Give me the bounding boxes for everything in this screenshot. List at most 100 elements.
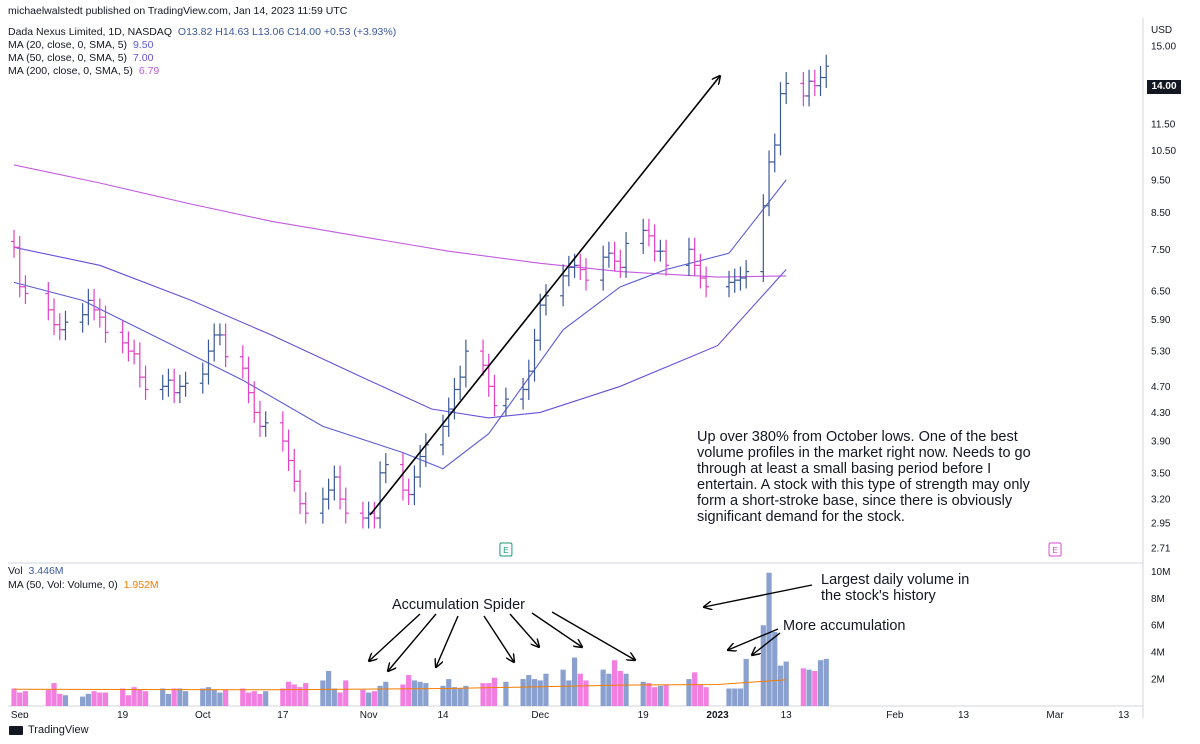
ohlc-bar (691, 237, 698, 276)
footer-bar (0, 718, 1200, 744)
volume-bar (686, 679, 692, 706)
volume-bar (480, 683, 486, 706)
ohlc-bar (663, 239, 670, 276)
ohlc-bar (645, 218, 652, 247)
ohlc-bar (279, 411, 286, 452)
volume-bar (783, 661, 789, 706)
ohlc-bar (182, 371, 189, 397)
ma20-label: MA (20, close, 0, SMA, 5) (8, 39, 128, 51)
ma50-line (13, 246, 787, 419)
price-tick-label: 15.00 (1151, 41, 1176, 52)
price-tick-label: 9.50 (1151, 175, 1171, 186)
volume-bar (566, 680, 572, 706)
volume-bar (697, 684, 703, 706)
volume-bar (526, 675, 532, 706)
volume-bar (491, 677, 498, 706)
tradingview-logo[interactable]: TradingView (9, 724, 89, 736)
ohlc-bar (726, 270, 732, 298)
volume-bar (800, 668, 806, 706)
volume-bar (806, 669, 812, 706)
legend-volume[interactable]: Vol 3.446M (8, 565, 64, 577)
ohlc-bar (285, 429, 292, 471)
ohlc-bar (297, 469, 303, 515)
time-tick-label: 14 (437, 710, 449, 721)
volume-bar (411, 680, 417, 706)
volume-bar (366, 692, 372, 706)
ohlc-bar (697, 253, 704, 289)
ohlc-bar (262, 411, 269, 437)
ohlc-bar (617, 249, 624, 278)
time-tick-label: Dec (531, 710, 549, 721)
ohlc-bar (480, 339, 487, 376)
legend-volume-ma[interactable]: MA (50, Vol: Volume, 0) 1.952M (8, 579, 159, 591)
ohlc-bar (216, 323, 223, 346)
volume-bar (257, 693, 263, 706)
price-tick-label: 4.30 (1151, 408, 1171, 419)
time-tick-label: 13 (781, 710, 793, 721)
volume-bar (737, 688, 744, 706)
volume-bar (22, 691, 29, 706)
largest-volume-arrow (704, 584, 813, 607)
symbol-line: Dada Nexus Limited, 1D, NASDAQ O13.82 H1… (8, 26, 396, 38)
volume-bar (663, 684, 669, 706)
ma50-value: 7.00 (132, 52, 154, 64)
ohlc-bar (823, 54, 830, 88)
volume-bar (760, 625, 766, 706)
price-tick-label: 5.30 (1151, 347, 1171, 358)
price-tick-label: 3.20 (1151, 495, 1171, 506)
time-tick-label: Oct (195, 710, 211, 721)
volume-bar (703, 687, 709, 706)
spider-arrow (369, 613, 421, 661)
ohlc-bar (537, 293, 544, 351)
volume-bar (11, 688, 17, 706)
ohlc-bar (377, 461, 384, 529)
volume-bar (160, 688, 166, 706)
ohlc-bar (325, 478, 332, 510)
legend-ma50[interactable]: MA (50, close, 0, SMA, 5) 7.00 (8, 52, 153, 64)
volume-bar (337, 692, 343, 706)
volume-bar (692, 672, 698, 706)
price-tick-label: 5.90 (1151, 315, 1171, 326)
ohlc-bar (16, 235, 23, 298)
ohlc-bar (685, 237, 692, 276)
price-tick-label: 2.95 (1151, 518, 1171, 529)
ohlc-bar (583, 257, 589, 291)
volume-bar (417, 681, 423, 706)
ohlc-bar (302, 492, 309, 524)
price-tick-label: 8.50 (1151, 208, 1171, 219)
time-tick-label: Sep (11, 710, 29, 721)
accumulation-arrow (752, 632, 781, 655)
legend-ma200[interactable]: MA (200, close, 0, SMA, 5) 6.79 (8, 65, 159, 77)
ohlc-bar (211, 323, 218, 362)
ma20-value: 9.50 (132, 39, 154, 51)
price-tick-label: 11.50 (1151, 119, 1176, 130)
ohlc-bar (525, 359, 532, 400)
volume-bar (183, 691, 189, 706)
ohlc-bar (337, 465, 344, 510)
volume-bar (766, 572, 772, 706)
volume-bar (732, 688, 738, 706)
volume-bar (406, 675, 412, 706)
annotation-largest-1: Largest daily volume in (821, 572, 970, 588)
volume-bar (303, 683, 309, 706)
volume-bar (646, 683, 652, 706)
volume-bar (543, 673, 549, 706)
spider-arrow (509, 613, 539, 647)
legend-ma20[interactable]: MA (20, close, 0, SMA, 5) 9.50 (8, 39, 153, 51)
volume-tick-label: 2M (1151, 675, 1165, 686)
volume-bar (726, 688, 732, 706)
volume-bar (623, 673, 629, 706)
volume-bar (285, 681, 292, 706)
time-tick-label: Mar (1046, 710, 1064, 721)
ohlc-bar (79, 303, 86, 333)
ma200-label: MA (200, close, 0, SMA, 5) (8, 65, 133, 77)
ohlc-bar (102, 305, 109, 343)
volume-bar (142, 691, 149, 706)
time-tick-label: Nov (360, 710, 378, 721)
symbol-name: Dada Nexus Limited, 1D, NASDAQ (8, 26, 172, 38)
ohlc-bar (651, 224, 658, 262)
analysis-note: Up over 380% from October lows. One of t… (697, 429, 1031, 525)
ohlc-bar (171, 368, 178, 404)
